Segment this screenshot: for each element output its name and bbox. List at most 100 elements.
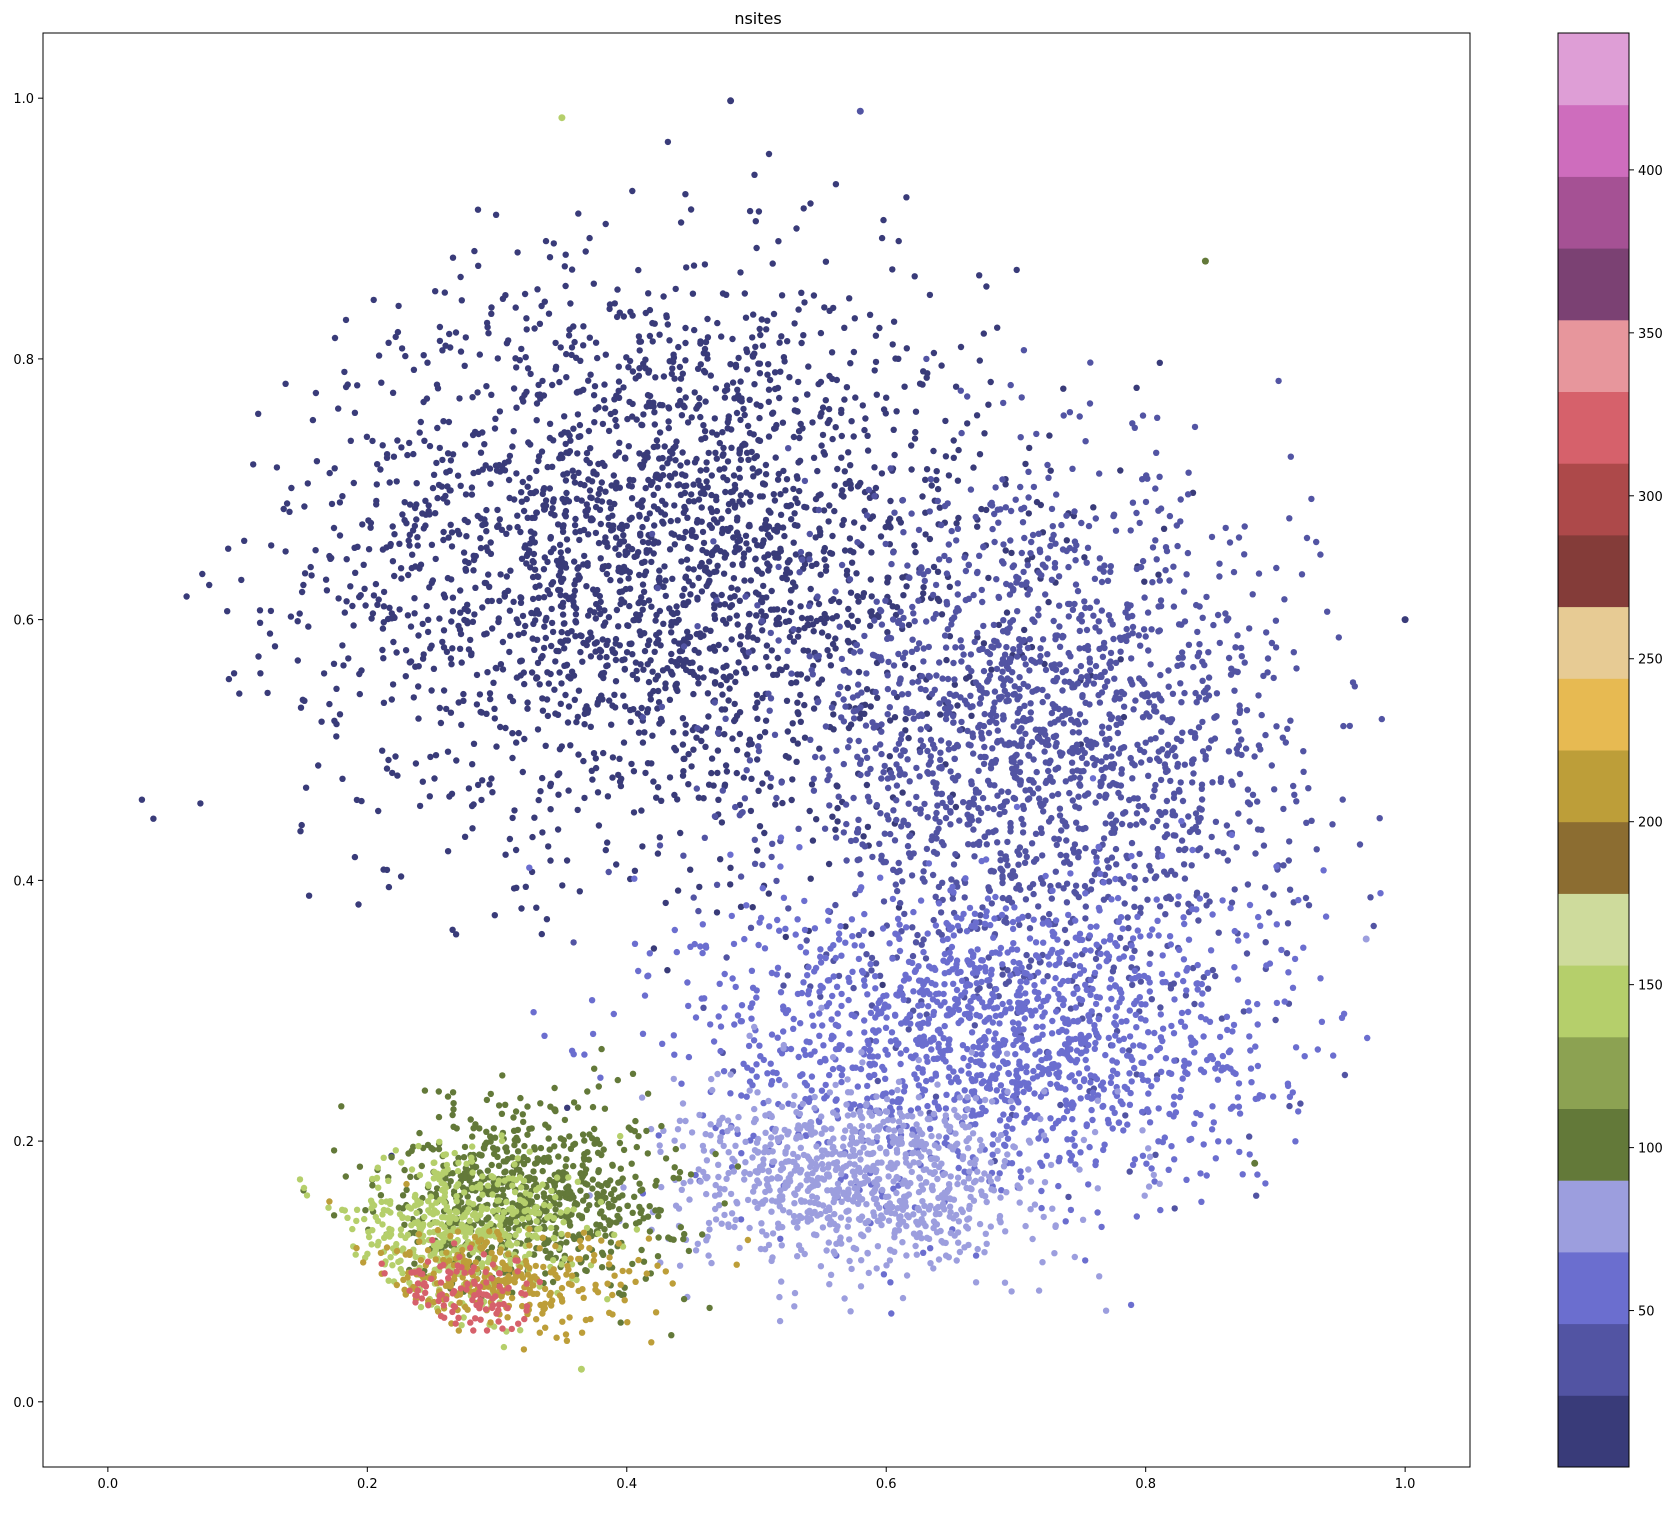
scatter-point — [620, 692, 627, 699]
scatter-point — [859, 841, 866, 848]
scatter-point — [741, 411, 748, 419]
scatter-point — [546, 590, 553, 598]
scatter-point — [1139, 412, 1147, 419]
scatter-point — [1083, 559, 1090, 566]
scatter-point — [1272, 644, 1280, 651]
scatter-point — [1199, 614, 1206, 621]
scatter-point — [488, 310, 495, 317]
scatter-point — [814, 699, 821, 706]
scatter-point — [1148, 996, 1156, 1003]
scatter-point — [976, 357, 983, 364]
scatter-point — [423, 602, 430, 610]
scatter-point — [1010, 646, 1017, 653]
scatter-point — [759, 861, 766, 869]
scatter-point — [801, 701, 808, 709]
scatter-point — [950, 861, 958, 868]
scatter-point — [536, 681, 543, 688]
scatter-point — [688, 414, 695, 421]
scatter-point — [587, 653, 595, 660]
scatter-point — [230, 670, 238, 677]
scatter-point — [794, 709, 801, 716]
scatter-point — [863, 754, 871, 761]
scatter-point — [639, 523, 646, 531]
scatter-point — [841, 396, 848, 403]
scatter-point — [736, 537, 743, 544]
scatter-point — [1257, 922, 1264, 929]
scatter-point — [598, 479, 605, 486]
scatter-point — [950, 659, 957, 667]
scatter-point — [1056, 602, 1063, 609]
scatter-point — [795, 378, 802, 386]
scatter-point — [705, 713, 712, 720]
scatter-point — [651, 320, 658, 327]
scatter-point — [1067, 653, 1074, 660]
scatter-point — [1243, 950, 1251, 957]
scatter-point — [561, 413, 568, 420]
scatter-point — [981, 743, 988, 751]
scatter-point — [355, 901, 362, 908]
scatter-point — [925, 672, 932, 680]
scatter-point — [491, 705, 498, 712]
scatter-point — [390, 453, 398, 460]
scatter-point — [618, 569, 625, 576]
scatter-point — [515, 631, 522, 638]
scatter-point — [440, 627, 448, 634]
scatter-point — [343, 556, 350, 563]
scatter-point — [761, 729, 769, 736]
scatter-point — [845, 605, 852, 613]
scatter-point — [1003, 626, 1011, 633]
scatter-point — [712, 493, 720, 500]
scatter-point — [920, 658, 927, 665]
scatter-point — [464, 518, 471, 526]
scatter-point — [792, 551, 800, 558]
scatter-point — [682, 472, 689, 479]
scatter-point — [1241, 523, 1248, 530]
scatter-point — [1009, 925, 1017, 933]
scatter-point — [307, 563, 314, 571]
scatter-point — [1020, 504, 1028, 511]
scatter-point — [921, 577, 928, 585]
scatter-point — [612, 656, 620, 664]
scatter-point — [615, 551, 622, 558]
scatter-point — [759, 885, 766, 892]
scatter-point — [976, 552, 983, 559]
scatter-point — [1329, 821, 1336, 828]
scatter-point — [358, 797, 365, 805]
scatter-point — [517, 672, 524, 679]
scatter-point — [563, 536, 571, 543]
scatter-point — [1146, 988, 1154, 995]
scatter-point — [1081, 598, 1088, 605]
scatter-point — [756, 733, 764, 740]
scatter-point — [651, 648, 658, 655]
scatter-point — [1164, 741, 1172, 748]
scatter-point — [1129, 623, 1137, 631]
scatter-point — [1012, 496, 1019, 503]
scatter-point — [1028, 777, 1036, 784]
scatter-point — [1108, 995, 1115, 1003]
scatter-point — [797, 691, 804, 699]
scatter-point — [521, 680, 528, 688]
scatter-point — [550, 240, 557, 247]
scatter-point — [1074, 587, 1082, 595]
scatter-point — [357, 592, 364, 599]
scatter-point — [764, 371, 771, 378]
scatter-point — [715, 1013, 722, 1020]
scatter-point — [646, 510, 653, 517]
scatter-point — [1104, 678, 1111, 685]
scatter-point — [767, 606, 775, 613]
scatter-point — [785, 905, 792, 912]
scatter-point — [785, 754, 792, 761]
scatter-point — [620, 739, 628, 746]
scatter-point — [462, 441, 469, 448]
scatter-point — [1139, 476, 1146, 483]
scatter-point — [1142, 876, 1149, 884]
scatter-point — [1244, 999, 1252, 1006]
scatter-point — [571, 479, 579, 486]
scatter-point — [1177, 496, 1184, 503]
scatter-point — [1293, 798, 1300, 805]
scatter-point — [588, 767, 595, 774]
scatter-point — [1210, 621, 1217, 629]
scatter-point — [398, 345, 406, 352]
scatter-point — [758, 608, 765, 615]
